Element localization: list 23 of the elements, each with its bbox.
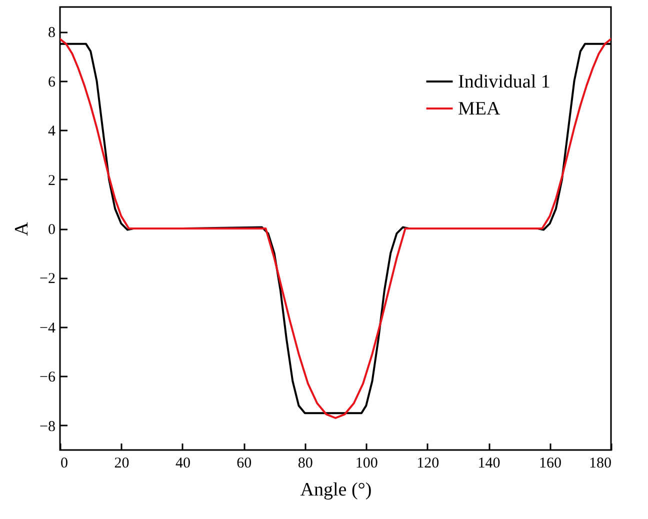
y-tick-label: −4 (40, 320, 56, 336)
x-tick-label: 0 (60, 456, 68, 472)
y-tick-label: −8 (40, 418, 56, 435)
x-tick-label: 180 (589, 456, 612, 472)
legend-label: Individual 1 (458, 72, 550, 92)
y-tick-label: −6 (40, 370, 56, 386)
x-axis-title: Angle (°) (300, 480, 372, 500)
y-tick-label: −2 (40, 271, 56, 288)
x-tick-label: 60 (236, 456, 252, 472)
x-tick-label: 140 (478, 456, 500, 472)
y-tick-label: 6 (48, 74, 56, 90)
y-tick-label: 2 (48, 172, 56, 189)
y-tick-label: 0 (48, 222, 56, 238)
x-tick-label: 40 (175, 456, 190, 472)
x-tick-label: 120 (416, 456, 440, 472)
y-tick-label: 8 (48, 25, 56, 42)
x-tick-label: 80 (298, 456, 313, 472)
x-tick-label: 20 (114, 456, 130, 472)
y-axis-title: A (12, 222, 33, 236)
y-tick-label: 4 (48, 124, 56, 140)
x-tick-label: 100 (355, 456, 378, 472)
legend-label: MEA (458, 98, 500, 120)
x-tick-label: 160 (539, 456, 562, 472)
